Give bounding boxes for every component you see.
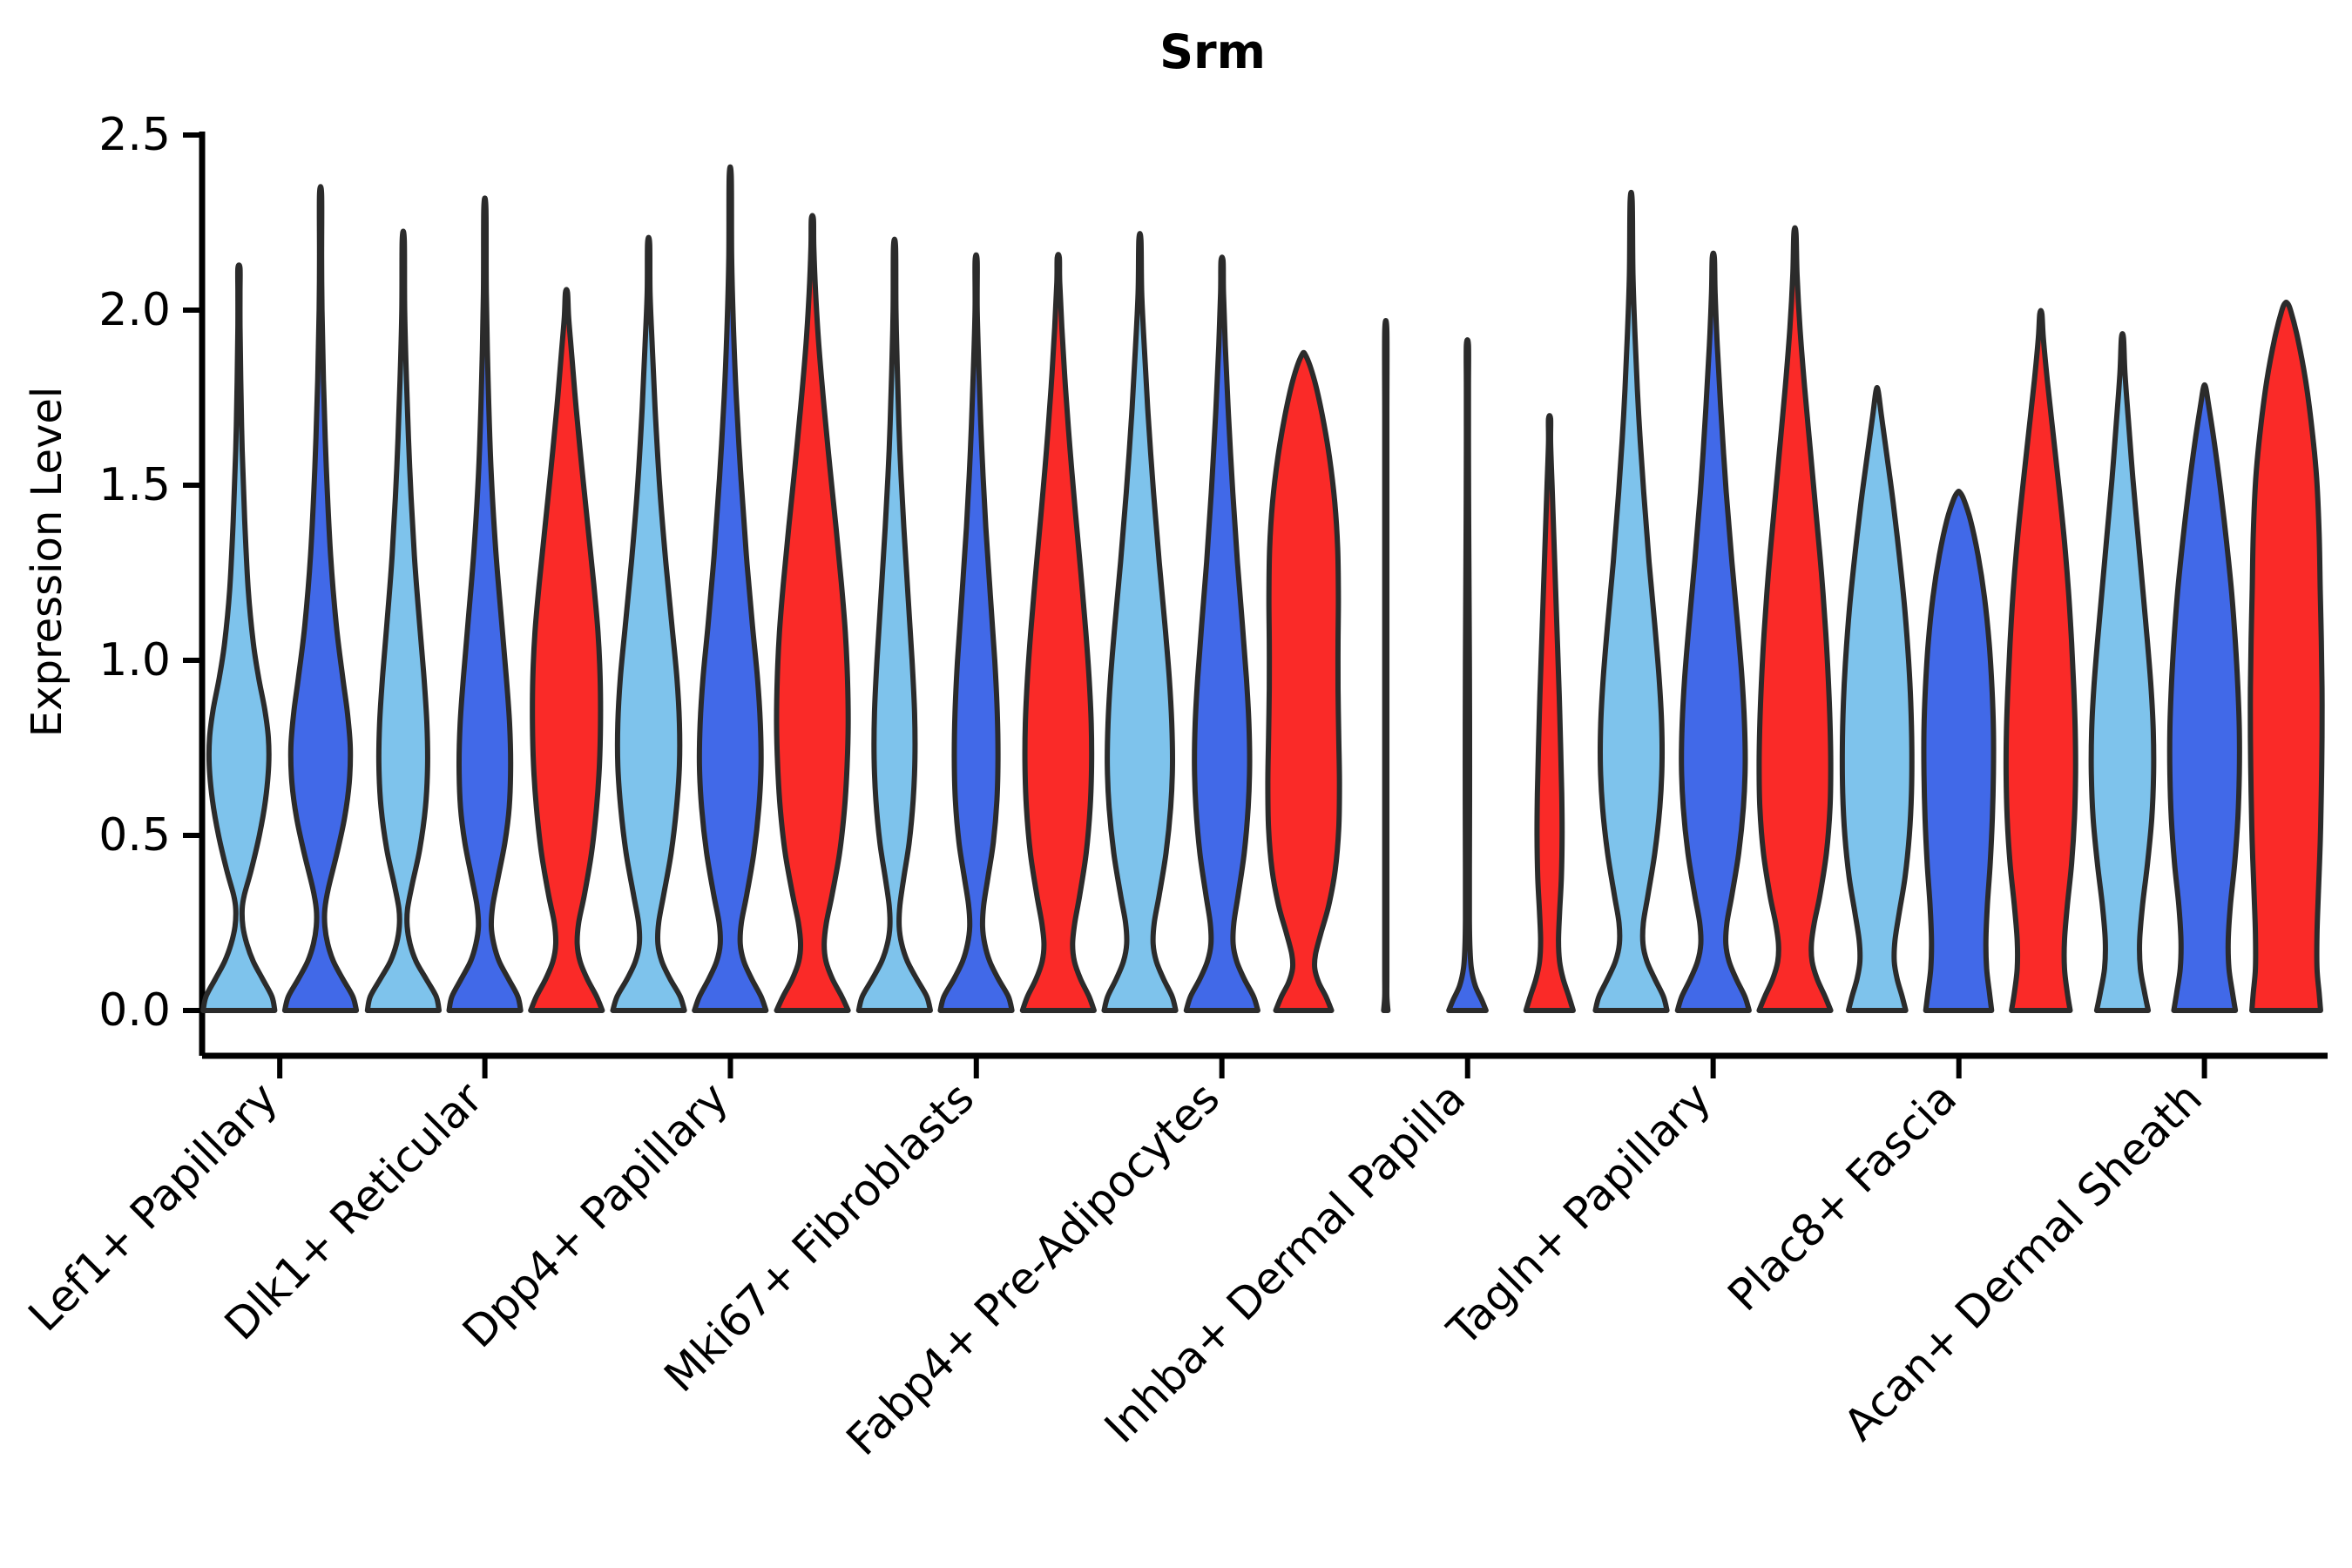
y-tick-label: 1.0 [98, 634, 171, 686]
violin-shape[interactable] [937, 252, 1015, 1013]
violin-shape[interactable] [1921, 489, 1997, 1013]
violin-shape[interactable] [446, 195, 524, 1013]
violin-shape[interactable] [1523, 413, 1576, 1013]
axis-spines [199, 132, 2328, 1059]
violin-shape[interactable] [1756, 225, 1834, 1013]
violin-shape[interactable] [364, 228, 443, 1013]
y-tick-label: 0.0 [98, 984, 171, 1037]
y-axis-label: Expression Level [23, 387, 71, 738]
y-tick-label: 1.5 [98, 459, 171, 511]
x-axis-ticks [277, 1056, 2207, 1078]
violin-shape[interactable] [1674, 250, 1752, 1013]
violin-shape[interactable] [610, 234, 687, 1013]
violin-shape[interactable] [1101, 231, 1179, 1013]
violin-series-group [200, 164, 2325, 1013]
violin-shape[interactable] [1019, 252, 1097, 1013]
violin-shape[interactable] [528, 287, 605, 1013]
violin-shape[interactable] [2247, 300, 2325, 1013]
violin-shape[interactable] [774, 213, 851, 1013]
violin-shape[interactable] [692, 164, 769, 1013]
y-tick-label: 2.5 [98, 109, 171, 161]
y-tick-label: 2.0 [98, 284, 171, 336]
y-tick-label: 0.5 [98, 809, 171, 862]
violin-shape[interactable] [1839, 384, 1915, 1013]
violin-shape[interactable] [2166, 382, 2242, 1013]
violin-shape[interactable] [2003, 308, 2078, 1013]
violin-shape[interactable] [1381, 318, 1391, 1013]
violin-shape[interactable] [281, 184, 360, 1013]
violin-shape[interactable] [2088, 331, 2157, 1013]
violin-shape[interactable] [1183, 254, 1260, 1013]
y-axis-ticks: 0.0 0.5 1.0 1.5 2.0 2.5 [98, 109, 202, 1037]
chart-title: Srm [1159, 24, 1266, 79]
violin-shape[interactable] [1446, 337, 1489, 1013]
violin-shape[interactable] [1265, 349, 1342, 1013]
violin-shape[interactable] [855, 236, 933, 1013]
violin-shape[interactable] [1592, 189, 1670, 1013]
violin-shape[interactable] [200, 262, 278, 1013]
